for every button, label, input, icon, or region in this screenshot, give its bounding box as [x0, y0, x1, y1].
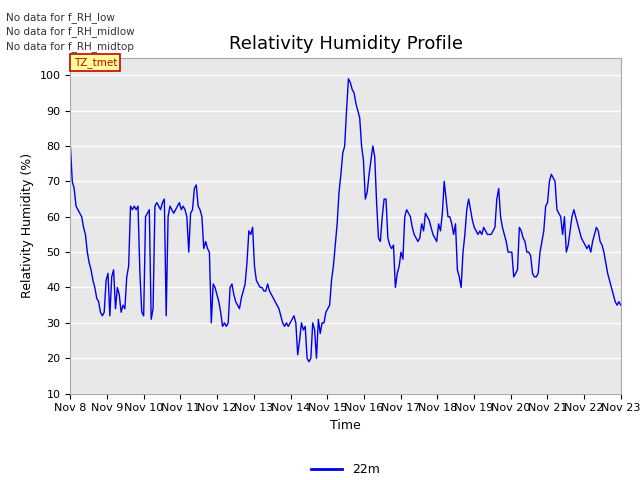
Text: TZ_tmet: TZ_tmet: [74, 57, 117, 68]
Text: No data for f_RH_low: No data for f_RH_low: [6, 12, 115, 23]
X-axis label: Time: Time: [330, 419, 361, 432]
Y-axis label: Relativity Humidity (%): Relativity Humidity (%): [21, 153, 34, 298]
Legend: 22m: 22m: [306, 458, 385, 480]
Title: Relativity Humidity Profile: Relativity Humidity Profile: [228, 35, 463, 53]
Text: No data for f_RH_midtop: No data for f_RH_midtop: [6, 41, 134, 52]
Text: No data for f_RH_midlow: No data for f_RH_midlow: [6, 26, 135, 37]
